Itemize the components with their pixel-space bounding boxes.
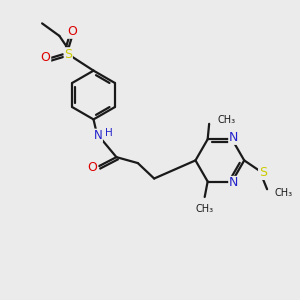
Text: CH₃: CH₃ <box>218 115 236 125</box>
Text: N: N <box>94 129 102 142</box>
Text: H: H <box>105 128 113 138</box>
Text: CH₃: CH₃ <box>196 203 214 214</box>
Text: O: O <box>41 51 51 64</box>
Text: N: N <box>229 176 238 190</box>
Text: O: O <box>88 161 98 174</box>
Text: CH₃: CH₃ <box>274 188 293 198</box>
Text: S: S <box>259 167 267 179</box>
Text: S: S <box>64 48 72 61</box>
Text: O: O <box>67 25 77 38</box>
Text: N: N <box>229 131 238 144</box>
